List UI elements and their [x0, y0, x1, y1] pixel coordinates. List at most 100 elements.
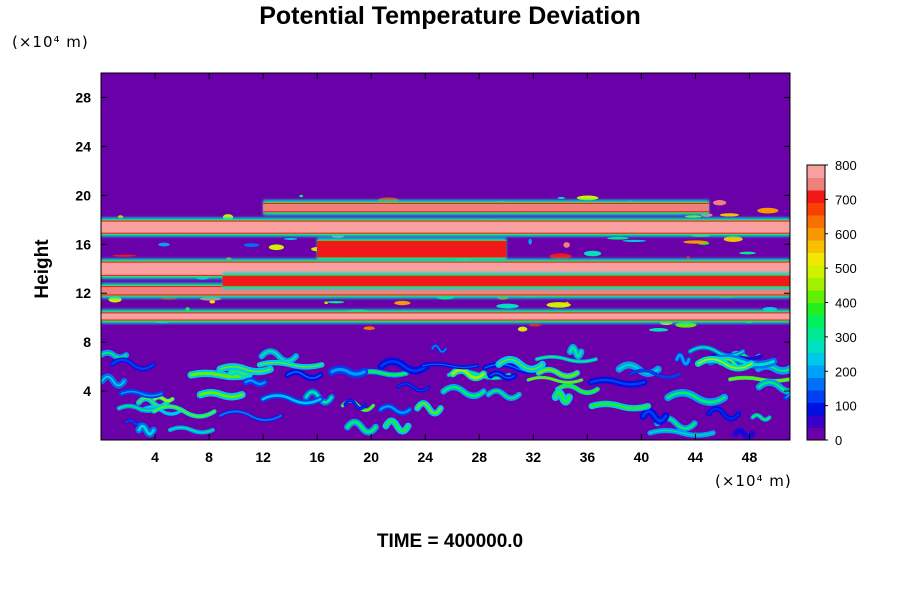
- turbulence-swirl-core: [137, 424, 155, 436]
- x-tick-label: 8: [205, 449, 213, 465]
- x-tick-label: 32: [526, 449, 542, 465]
- turbulence-swirl-core: [260, 350, 298, 363]
- y-axis-unit: (×10⁴ m): [12, 33, 89, 51]
- turbulence-swirl-core: [649, 430, 714, 436]
- x-tick-label: 16: [309, 449, 325, 465]
- chart-title: Potential Temperature Deviation: [259, 2, 641, 30]
- colorbar-swatch: [807, 265, 825, 278]
- stratified-layers: [101, 199, 790, 324]
- turbulence-swirl-core: [666, 391, 726, 404]
- turbulence-swirl-core: [110, 358, 155, 371]
- turbulence-swirl-core: [498, 358, 544, 370]
- noise-blob: [713, 200, 727, 206]
- turbulence-swirl-core: [101, 351, 128, 359]
- x-tick-label: 40: [634, 449, 650, 465]
- colorbar-tick-label: 0: [835, 433, 842, 448]
- colorbar-tick-label: 300: [835, 330, 857, 345]
- x-tick-label: 48: [742, 449, 758, 465]
- noise-blob: [563, 242, 570, 248]
- colorbar-swatch: [807, 215, 825, 228]
- turbulence-swirl-core: [125, 419, 142, 426]
- noise-blob: [723, 236, 743, 242]
- colorbar-swatch: [807, 165, 825, 178]
- turbulence-swirl-core: [526, 376, 583, 384]
- noise-blob: [576, 195, 599, 201]
- colorbar-swatch: [807, 202, 825, 216]
- turbulence-swirl-core: [675, 353, 691, 366]
- turbulence-swirl-core: [451, 368, 485, 380]
- noise-blob: [112, 254, 136, 257]
- y-tick-label: 24: [75, 138, 91, 154]
- turbulence-swirl-core: [379, 405, 411, 414]
- x-axis-unit: (×10⁴ m): [715, 472, 792, 490]
- turbulence-swirl-core: [708, 408, 740, 420]
- layer-core: [101, 221, 790, 233]
- colorbar-tick-label: 500: [835, 261, 857, 276]
- turbulence-swirl-core: [219, 365, 272, 373]
- noise-blob: [565, 301, 569, 304]
- turbulence-swirl-core: [751, 414, 771, 421]
- noise-blob: [739, 251, 756, 255]
- turbulence-swirl-core: [261, 394, 322, 405]
- turbulence-swirl-core: [198, 391, 244, 399]
- noise-blob: [546, 302, 571, 308]
- colorbar-tick-label: 200: [835, 364, 857, 379]
- colorbar-swatch: [807, 390, 825, 403]
- plot-frame: [100, 72, 791, 441]
- noise-blob: [583, 250, 602, 257]
- layer-core: [263, 203, 709, 212]
- y-tick-label: 16: [75, 236, 91, 252]
- x-tick-label: 20: [363, 449, 379, 465]
- noise-blob: [517, 326, 528, 332]
- noise-blob: [283, 237, 298, 240]
- layer-core: [101, 313, 790, 320]
- turbulence-swirl-core: [590, 402, 650, 410]
- turbulence-band: [101, 343, 790, 440]
- turbulence-swirl-core: [641, 410, 668, 423]
- y-tick-label: 28: [75, 89, 91, 105]
- turbulence-swirl-core: [219, 410, 283, 422]
- noise-blob: [757, 207, 779, 214]
- colorbar-tick-label: 400: [835, 296, 857, 311]
- turbulence-swirl-core: [728, 376, 790, 383]
- colorbar-swatch: [807, 227, 825, 241]
- colorbar-swatch: [807, 340, 825, 353]
- turbulence-swirl-core: [397, 383, 430, 392]
- x-tick-label: 36: [580, 449, 596, 465]
- noise-blob: [496, 303, 519, 309]
- turbulence-swirl-core: [535, 355, 597, 363]
- turbulence-swirl-core: [244, 379, 266, 386]
- turbulence-swirl-core: [344, 399, 366, 409]
- turbulence-swirl-core: [556, 384, 599, 394]
- y-tick-label: 8: [83, 334, 91, 350]
- noise-blob: [606, 236, 629, 240]
- noise-blob: [686, 255, 690, 260]
- layer-core: [101, 262, 790, 275]
- turbulence-swirl-core: [422, 363, 478, 368]
- x-tick-label: 28: [471, 449, 487, 465]
- noise-blob: [243, 243, 260, 247]
- noise-blob: [363, 326, 376, 331]
- turbulence-swirl-core: [489, 372, 516, 379]
- turbulence-swirl-core: [416, 402, 442, 415]
- noise-blob: [327, 300, 345, 304]
- turbulence-swirl-core: [258, 362, 323, 368]
- time-annotation: TIME = 400000.0: [376, 531, 524, 552]
- x-tick-label: 4: [151, 449, 159, 465]
- colorbar-tick-label: 800: [835, 158, 857, 173]
- noise-blob: [528, 238, 533, 245]
- turbulence-swirl-core: [101, 375, 125, 387]
- turbulence-swirl-core: [568, 345, 583, 358]
- colorbar-swatch: [807, 427, 825, 441]
- y-tick-label: 12: [75, 285, 91, 301]
- y-tick-label: 20: [75, 187, 91, 203]
- noise-blob: [557, 196, 565, 199]
- turbulence-swirl-core: [118, 405, 159, 412]
- turbulence-swirl-core: [330, 367, 366, 376]
- turbulence-swirl-core: [697, 358, 753, 370]
- colorbar-swatch: [807, 327, 825, 341]
- colorbar-swatch: [807, 315, 825, 328]
- layer-core: [222, 276, 790, 286]
- noise-blob: [268, 244, 284, 251]
